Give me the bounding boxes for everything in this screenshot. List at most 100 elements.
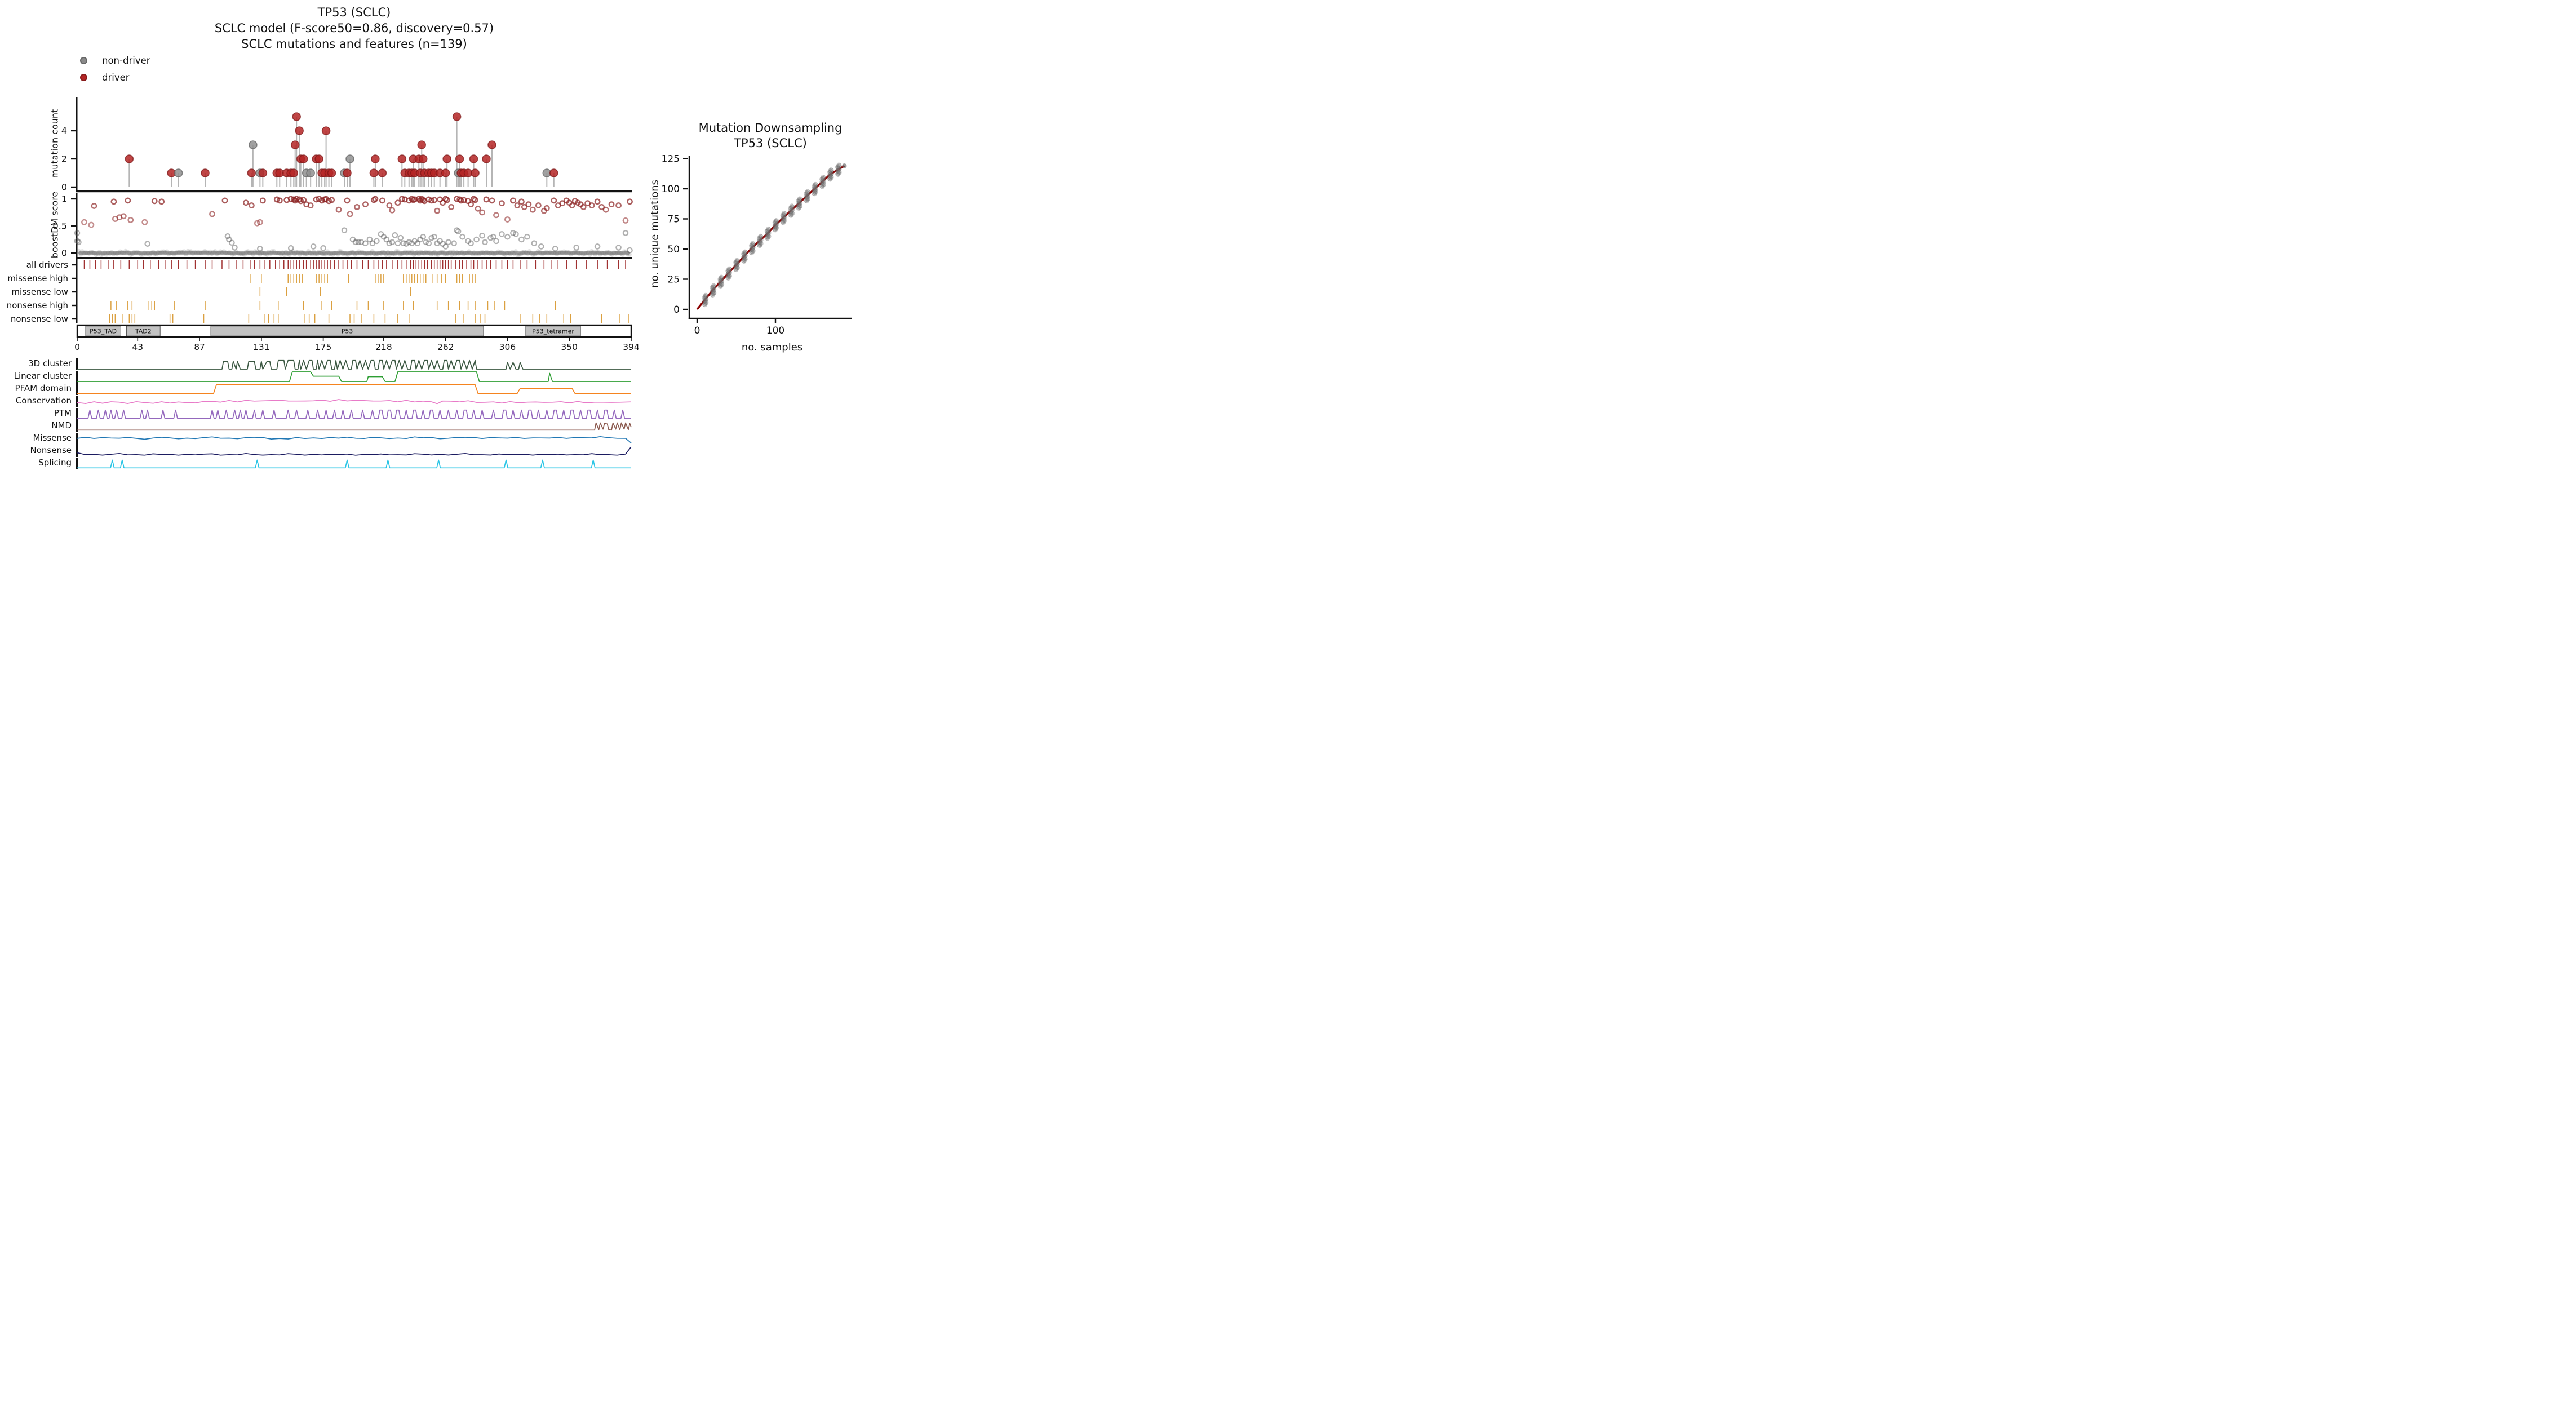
svg-text:50: 50	[667, 244, 680, 255]
driver-lollipop	[549, 168, 558, 177]
svg-text:0: 0	[61, 248, 67, 259]
feature-row-2	[77, 384, 631, 394]
driver-lollipop	[369, 168, 379, 177]
downsampling-points	[702, 162, 847, 308]
svg-text:394: 394	[623, 342, 640, 352]
driver-lollipop	[314, 154, 323, 163]
feature-row-7	[77, 446, 632, 456]
needle-plot: 0 2 4	[61, 97, 632, 193]
driver-lollipop	[455, 154, 464, 163]
svg-text:262: 262	[437, 342, 454, 352]
svg-text:3D cluster: 3D cluster	[28, 358, 72, 369]
svg-text:all drivers: all drivers	[26, 260, 68, 270]
svg-text:175: 175	[315, 342, 332, 352]
svg-text:131: 131	[253, 342, 270, 352]
nondriver-dot-icon	[80, 56, 87, 64]
downsampling-title-line2: TP53 (SCLC)	[734, 136, 807, 150]
domain-box	[525, 326, 581, 336]
driver-lollipop	[295, 126, 304, 135]
driver-lollipop	[125, 154, 134, 163]
svg-text:0: 0	[74, 342, 80, 352]
needle-heads	[125, 112, 558, 177]
driver-lollipop	[299, 154, 308, 163]
feature-row-1	[77, 371, 631, 382]
driver-rug-tracks: all drivers missense high missense low nons…	[7, 259, 78, 324]
svg-text:nonsense low: nonsense low	[11, 314, 68, 324]
boostdm-zero-band	[77, 248, 632, 258]
svg-text:306: 306	[499, 342, 516, 352]
boostdm-red-points	[81, 196, 633, 228]
figure-title: TP53 (SCLC) SCLC model (F-score50=0.86, …	[77, 5, 631, 52]
svg-text:TAD2: TAD2	[135, 328, 152, 335]
svg-text:1: 1	[61, 194, 67, 205]
protein-domain-track: P53_TAD TAD2 P53 P53_tetramer 0 43 87 131 175 218…	[74, 324, 640, 352]
svg-text:2: 2	[61, 154, 67, 165]
driver-lollipop	[452, 112, 462, 121]
svg-text:P53: P53	[342, 328, 353, 335]
nondriver-lollipop	[306, 168, 315, 177]
feature-tracks: 3D cluster Linear cluster PFAM domain Conse…	[14, 358, 78, 469]
driver-lollipop	[471, 168, 480, 177]
feature-row-5	[77, 422, 632, 431]
driver-lollipop	[397, 154, 407, 163]
title-line-model: SCLC model (F-score50=0.86, discovery=0.…	[214, 21, 494, 35]
rug-row-4	[109, 314, 629, 323]
svg-text:P53_tetramer: P53_tetramer	[532, 328, 574, 335]
svg-text:Splicing: Splicing	[38, 458, 72, 468]
svg-text:4: 4	[61, 126, 67, 136]
driver-lollipop	[321, 126, 331, 135]
driver-lollipop	[343, 168, 352, 177]
driver-lollipop	[469, 154, 478, 163]
downsampling-xlabel: no. samples	[741, 341, 803, 353]
downsampling-plot: 0 25 50 75 100 125 0 100	[662, 154, 852, 336]
feature-row-4	[77, 409, 631, 419]
domain-box	[126, 326, 161, 336]
title-line-subtitle: SCLC mutations and features (n=139)	[241, 37, 467, 51]
svg-text:0: 0	[61, 182, 67, 193]
svg-text:Missense: Missense	[33, 433, 72, 443]
svg-text:NMD: NMD	[51, 420, 72, 430]
driver-lollipop	[482, 154, 491, 163]
driver-lollipop	[487, 140, 496, 149]
svg-text:Conservation: Conservation	[16, 396, 72, 406]
downsampling-title: Mutation Downsampling TP53 (SCLC)	[686, 121, 855, 151]
domain-box	[85, 326, 121, 336]
driver-lollipop	[201, 168, 210, 177]
svg-text:75: 75	[667, 214, 680, 225]
svg-text:100: 100	[766, 325, 784, 336]
boostdm-panel: 00.51	[53, 193, 632, 259]
svg-text:0: 0	[673, 304, 680, 316]
driver-lollipop	[292, 112, 302, 121]
driver-lollipop	[442, 154, 451, 163]
feature-row-3	[77, 399, 632, 405]
svg-text:350: 350	[561, 342, 578, 352]
downsampling-curve	[696, 165, 845, 310]
driver-lollipop	[441, 168, 450, 177]
svg-text:218: 218	[375, 342, 392, 352]
figure-canvas: TP53 (SCLC) SCLC model (F-score50=0.86, …	[0, 0, 859, 472]
feature-row-8	[77, 459, 631, 469]
svg-text:25: 25	[667, 274, 680, 286]
rug-row-2	[259, 287, 411, 296]
svg-text:125: 125	[662, 154, 680, 165]
nondriver-lollipop	[249, 140, 258, 149]
driver-lollipop	[371, 154, 380, 163]
driver-lollipop	[247, 168, 256, 177]
rug-row-3	[110, 301, 556, 310]
svg-text:100: 100	[662, 184, 680, 195]
svg-text:missense high: missense high	[7, 273, 68, 283]
nondriver-lollipop	[174, 168, 183, 177]
driver-dot-icon	[80, 73, 87, 81]
legend-label-nondriver: non-driver	[102, 55, 150, 66]
svg-text:87: 87	[194, 342, 205, 352]
driver-lollipop	[290, 140, 300, 149]
svg-text:PFAM domain: PFAM domain	[15, 383, 72, 393]
domain-box	[210, 326, 484, 336]
legend-item-nondriver: non-driver	[80, 52, 150, 69]
svg-text:43: 43	[132, 342, 143, 352]
driver-lollipop	[258, 168, 268, 177]
needle-stems	[128, 117, 555, 187]
driver-lollipop	[417, 140, 427, 149]
driver-lollipop	[289, 168, 299, 177]
